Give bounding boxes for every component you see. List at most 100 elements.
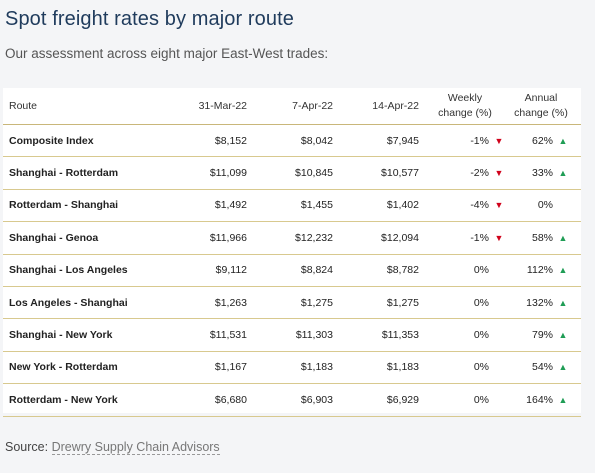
triangle-up-icon: ▲	[558, 135, 568, 146]
cell-weekly-change-value: 0%	[473, 296, 489, 309]
triangle-up-icon: ▲	[558, 330, 568, 341]
cell-date-2: $1,275	[253, 286, 339, 320]
cell-annual-change: 132% ▲	[513, 286, 581, 320]
cell-weekly-change-value: -2%	[470, 167, 489, 180]
cell-annual-change: 79% ▲	[513, 318, 581, 352]
header-weekly-line2: change (%)	[438, 107, 492, 119]
cell-date-1: $8,152	[169, 124, 253, 158]
cell-route: Shanghai - Los Angeles	[3, 254, 169, 287]
triangle-up-icon: ▲	[558, 232, 568, 243]
cell-route: Shanghai - New York	[3, 318, 169, 352]
triangle-up-icon: ▲	[558, 362, 568, 373]
cell-annual-change-value: 164%	[526, 393, 553, 406]
cell-weekly-change-value: -4%	[470, 199, 489, 212]
cell-route: Rotterdam - New York	[3, 383, 169, 417]
cell-annual-change-value: 62%	[531, 134, 553, 147]
table-row: Rotterdam - New York $6,680 $6,903 $6,929 0%…	[3, 383, 581, 417]
cell-weekly-change-value: 0%	[473, 264, 489, 277]
cell-annual-change-value: 0%	[537, 199, 553, 212]
cell-date-3: $11,353	[339, 318, 425, 352]
cell-date-2: $1,455	[253, 189, 339, 223]
cell-date-3: $12,094	[339, 221, 425, 255]
cell-annual-change-value: 58%	[531, 231, 553, 244]
cell-annual-change-value: 112%	[526, 264, 553, 277]
cell-route: Los Angeles - Shanghai	[3, 286, 169, 320]
header-annual-line2: change (%)	[514, 107, 568, 119]
table-row: Shanghai - New York $11,531 $11,303 $11,353…	[3, 318, 581, 352]
triangle-down-icon: ▼	[494, 168, 504, 179]
header-date-2: 7-Apr-22	[253, 88, 339, 125]
header-date-3: 14-Apr-22	[339, 88, 425, 125]
rates-table-card: Route 31-Mar-22 7-Apr-22 14-Apr-22 Weekl…	[3, 88, 581, 417]
cell-date-2: $8,042	[253, 124, 339, 158]
cell-date-1: $11,531	[169, 318, 253, 352]
triangle-up-icon: ▲	[558, 394, 568, 405]
triangle-up-icon: ▲	[558, 297, 568, 308]
page-subtitle: Our assessment across eight major East-W…	[5, 46, 329, 61]
cell-route: Composite Index	[3, 124, 169, 158]
triangle-down-icon: ▼	[494, 232, 504, 243]
cell-weekly-change-value: 0%	[473, 361, 489, 374]
page-title: Spot freight rates by major route	[5, 8, 294, 30]
cell-route: Shanghai - Rotterdam	[3, 156, 169, 190]
header-annual-line1: Annual	[524, 92, 558, 104]
cell-date-3: $1,275	[339, 286, 425, 320]
cell-weekly-change: 0%▲	[425, 286, 513, 320]
cell-annual-change: 0%▲	[513, 189, 581, 223]
cell-weekly-change-value: 0%	[473, 393, 489, 406]
cell-annual-change-value: 33%	[531, 167, 553, 180]
cell-date-1: $9,112	[169, 254, 253, 287]
cell-date-3: $1,183	[339, 351, 425, 385]
cell-annual-change-value: 79%	[531, 329, 553, 342]
table-row: Shanghai - Rotterdam $11,099 $10,845 $10,57…	[3, 156, 581, 190]
cell-date-2: $1,183	[253, 351, 339, 385]
cell-date-2: $12,232	[253, 221, 339, 255]
table-row: Shanghai - Los Angeles $9,112 $8,824 $8,782…	[3, 254, 581, 287]
cell-route: New York - Rotterdam	[3, 351, 169, 385]
cell-date-1: $1,167	[169, 351, 253, 385]
header-weekly-change: Weekly change (%)	[425, 88, 513, 125]
table-header-row: Route 31-Mar-22 7-Apr-22 14-Apr-22 Weekl…	[3, 88, 581, 125]
cell-date-2: $10,845	[253, 156, 339, 190]
cell-weekly-change: -4% ▼	[425, 189, 513, 223]
cell-date-2: $8,824	[253, 254, 339, 287]
cell-weekly-change: 0%▲	[425, 254, 513, 287]
cell-date-3: $1,402	[339, 189, 425, 223]
cell-annual-change: 62% ▲	[513, 124, 581, 158]
source-note: Source: Drewry Supply Chain Advisors	[5, 440, 220, 455]
cell-annual-change-value: 54%	[531, 361, 553, 374]
cell-date-1: $1,492	[169, 189, 253, 223]
header-annual-change: Annual change (%)	[513, 88, 581, 125]
cell-date-1: $1,263	[169, 286, 253, 320]
cell-weekly-change-value: -1%	[470, 134, 489, 147]
cell-date-3: $10,577	[339, 156, 425, 190]
cell-annual-change: 33% ▲	[513, 156, 581, 190]
table-body: Composite Index $8,152 $8,042 $7,945 -1% ▼ 62%…	[3, 124, 581, 417]
cell-date-3: $6,929	[339, 383, 425, 417]
triangle-down-icon: ▼	[494, 200, 504, 211]
cell-route: Rotterdam - Shanghai	[3, 189, 169, 223]
header-date-1: 31-Mar-22	[169, 88, 253, 125]
cell-weekly-change: 0%▲	[425, 318, 513, 352]
cell-weekly-change: 0%▲	[425, 383, 513, 417]
triangle-up-icon: ▲	[558, 168, 568, 179]
rates-table: Route 31-Mar-22 7-Apr-22 14-Apr-22 Weekl…	[3, 88, 581, 417]
source-label: Source:	[5, 440, 52, 454]
cell-route: Shanghai - Genoa	[3, 221, 169, 255]
cell-weekly-change: -2% ▼	[425, 156, 513, 190]
cell-annual-change: 112% ▲	[513, 254, 581, 287]
cell-date-2: $11,303	[253, 318, 339, 352]
cell-annual-change-value: 132%	[526, 296, 553, 309]
source-link[interactable]: Drewry Supply Chain Advisors	[51, 440, 220, 455]
cell-weekly-change: -1% ▼	[425, 221, 513, 255]
cell-annual-change: 54% ▲	[513, 351, 581, 385]
cell-annual-change: 164% ▲	[513, 383, 581, 417]
cell-date-1: $6,680	[169, 383, 253, 417]
cell-weekly-change-value: 0%	[473, 329, 489, 342]
cell-date-3: $8,782	[339, 254, 425, 287]
cell-date-3: $7,945	[339, 124, 425, 158]
cell-date-1: $11,966	[169, 221, 253, 255]
cell-weekly-change: 0%▲	[425, 351, 513, 385]
cell-annual-change: 58% ▲	[513, 221, 581, 255]
cell-date-2: $6,903	[253, 383, 339, 417]
